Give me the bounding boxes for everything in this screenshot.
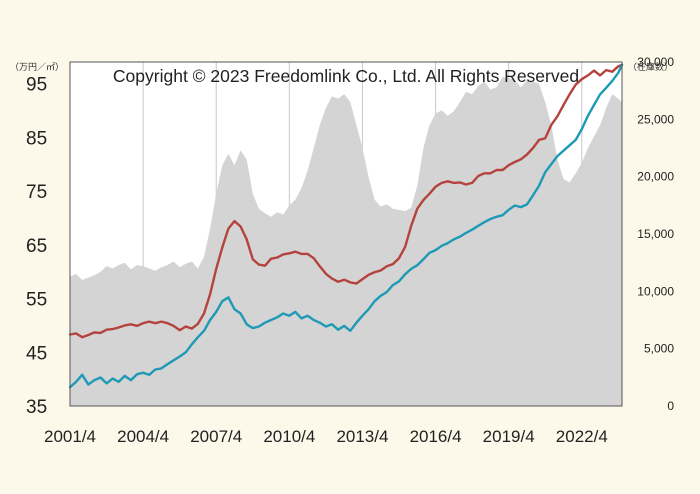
left-tick-label: 75: [26, 182, 47, 203]
left-axis-unit: （万円／㎡）: [10, 62, 64, 72]
x-tick-label: 2016/4: [410, 427, 462, 446]
right-tick-label: 15,000: [637, 227, 674, 241]
left-tick-label: 55: [26, 290, 47, 311]
right-tick-label: 5,000: [644, 342, 674, 356]
left-tick-label: 85: [26, 128, 47, 149]
price-line-2: [68, 63, 624, 389]
left-axis-ticks: 35 45 55 65 75 85 95: [26, 75, 47, 419]
right-tick-label: 20,000: [637, 170, 674, 184]
right-tick-label: 30,000: [637, 55, 674, 69]
price-lines: [68, 63, 624, 389]
x-tick-label: 2004/4: [117, 427, 169, 446]
right-axis-unit: （在庫数）: [628, 61, 673, 72]
x-axis-ticks: 2001/4 2004/4 2007/4 2010/4 2013/4 2016/4 2019…: [44, 427, 608, 446]
x-tick-label: 2010/4: [263, 427, 315, 446]
x-tick-label: 2022/4: [556, 427, 608, 446]
right-tick-label: 10,000: [637, 284, 674, 298]
right-axis-ticks: 0 5,000 10,000 15,000 20,000 25,000 30,000: [637, 55, 674, 413]
right-tick-label: 25,000: [637, 112, 674, 126]
x-tick-label: 2013/4: [336, 427, 388, 446]
left-tick-label: 45: [26, 343, 47, 364]
left-tick-label: 95: [26, 75, 47, 96]
copyright-notice: Copyright © 2023 Freedomlink Co., Ltd. A…: [113, 66, 579, 86]
left-tick-label: 65: [26, 236, 47, 257]
x-tick-label: 2007/4: [190, 427, 242, 446]
x-tick-label: 2001/4: [44, 427, 96, 446]
plot-frame: [69, 61, 623, 407]
left-tick-label: 35: [26, 397, 47, 418]
right-tick-label: 0: [667, 399, 674, 413]
x-tick-label: 2019/4: [483, 427, 535, 446]
price-line-1: [68, 63, 624, 339]
